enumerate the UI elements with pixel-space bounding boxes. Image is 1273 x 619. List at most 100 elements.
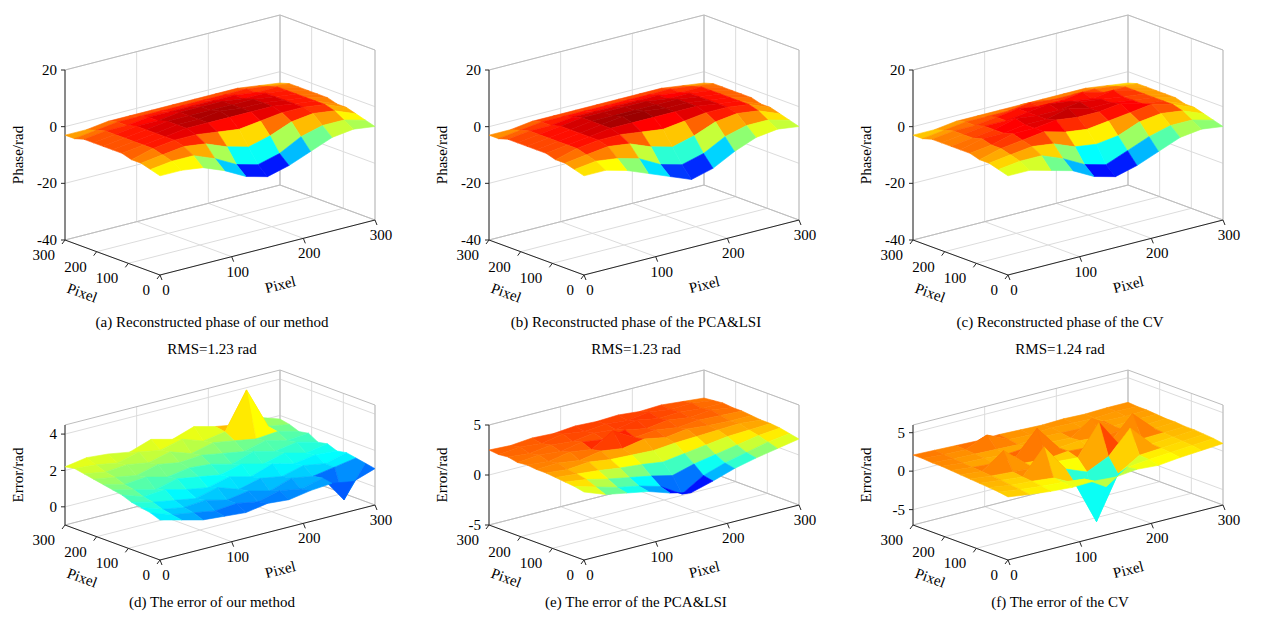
y-tick-label: 300 [33, 532, 56, 548]
tick-mark [485, 475, 489, 476]
grid-line [489, 70, 490, 240]
axis-line [489, 70, 490, 240]
grid-line [632, 203, 727, 238]
y-tick-label: 200 [912, 544, 935, 560]
x-tick-label: 200 [1146, 245, 1169, 261]
labels: 01002003000100200300-505PixelPixelError/… [858, 341, 1240, 611]
grid-line [208, 203, 303, 238]
panel-subtitle: RMS=1.23 rad [167, 341, 257, 357]
z-tick-label: 0 [50, 499, 58, 515]
y-tick-label: 200 [64, 259, 87, 275]
tick-mark [910, 525, 913, 529]
tick-mark [581, 275, 584, 279]
tick-mark [909, 471, 913, 472]
grid-line [97, 197, 312, 252]
grid-line [1223, 405, 1224, 505]
tick-mark [942, 537, 945, 541]
surface-patch [270, 478, 301, 491]
box-edge [65, 185, 280, 240]
grid-line [1128, 378, 1223, 413]
x-axis-title: Pixel [1111, 558, 1145, 581]
tick-mark [518, 252, 521, 256]
surface-patch [999, 161, 1030, 176]
grid-line [584, 220, 799, 275]
z-axis-title: Phase/rad [858, 125, 874, 184]
x-tick-label: 300 [794, 512, 817, 528]
surface-patch [287, 433, 318, 442]
tick-mark [973, 548, 976, 552]
x-tick-label: 100 [650, 264, 673, 280]
x-tick-label: 200 [1146, 530, 1169, 546]
z-tick-label: -20 [461, 175, 481, 191]
grid-line [65, 70, 66, 240]
grid-line [489, 185, 704, 240]
tick-mark [656, 542, 658, 547]
x-tick-label: 0 [586, 282, 594, 298]
y-tick-label: 0 [567, 567, 575, 583]
y-tick-label: 100 [520, 555, 543, 571]
y-tick-label: 0 [991, 567, 999, 583]
grid-line [945, 197, 1160, 252]
tick-mark [1223, 220, 1225, 225]
grid-line [1008, 505, 1223, 560]
z-tick-label: -5 [893, 502, 906, 518]
panel-subtitle: RMS=1.23 rad [591, 341, 681, 357]
grid [65, 15, 375, 275]
surface-patch [565, 480, 596, 488]
grid-line [521, 197, 736, 252]
tick-mark [1008, 275, 1010, 280]
z-tick-label: 5 [898, 425, 906, 441]
tick-mark [485, 525, 489, 526]
surface-patch [137, 464, 168, 477]
surface-patch [94, 477, 125, 484]
tick-mark [125, 548, 128, 552]
panel-5: 01002003000100200300-505PixelPixelError/… [858, 341, 1240, 611]
tick-mark [485, 70, 489, 71]
axis-line [65, 70, 66, 240]
tick-mark [909, 126, 913, 127]
x-axis-title: Pixel [263, 558, 297, 581]
grid-line [704, 185, 799, 220]
box-edge [799, 50, 800, 220]
surface-patch [999, 489, 1030, 496]
grid-line [1223, 50, 1224, 220]
axis-line [1008, 220, 1223, 275]
x-tick-label: 100 [226, 264, 249, 280]
grid-line [1128, 185, 1223, 220]
axis-line [913, 70, 914, 240]
x-tick-label: 200 [298, 530, 321, 546]
grid-line [1008, 220, 1223, 275]
surface-patch [192, 443, 223, 456]
grid-line [280, 185, 375, 220]
box-edge [913, 15, 1128, 70]
axis-line [160, 505, 375, 560]
page: {"chart_data": [ {"type": "surface", "ti… [0, 0, 1273, 619]
grid-line [489, 185, 704, 240]
surface-patch [592, 431, 623, 451]
tick-mark [61, 126, 65, 127]
x-tick-label: 0 [162, 567, 170, 583]
panel-caption: (f) The error of the CV [991, 594, 1129, 611]
grid-line [704, 185, 799, 220]
tick-mark [125, 263, 128, 267]
surface-patch [130, 439, 161, 452]
grid-line [280, 185, 375, 220]
box-edge [704, 370, 799, 405]
x-tick-label: 0 [1010, 567, 1018, 583]
tick-mark [909, 183, 913, 184]
axis-line [584, 220, 799, 275]
axis-line [584, 505, 799, 560]
grid-line [65, 470, 280, 525]
box-edge [375, 50, 376, 220]
tick-mark [94, 252, 97, 256]
box-edge [799, 405, 800, 505]
z-axis-title: Error/rad [434, 447, 450, 502]
surface-patch [275, 442, 306, 453]
z-tick-label: 0 [898, 463, 906, 479]
panel-4: 01002003000100200300-505PixelPixelError/… [434, 341, 816, 611]
surface-patch [982, 451, 1013, 476]
surface-patch [239, 478, 270, 491]
panel-caption: (a) Reconstructed phase of our method [96, 314, 329, 331]
x-axis-title: Pixel [263, 273, 297, 296]
tick-mark [909, 70, 913, 71]
